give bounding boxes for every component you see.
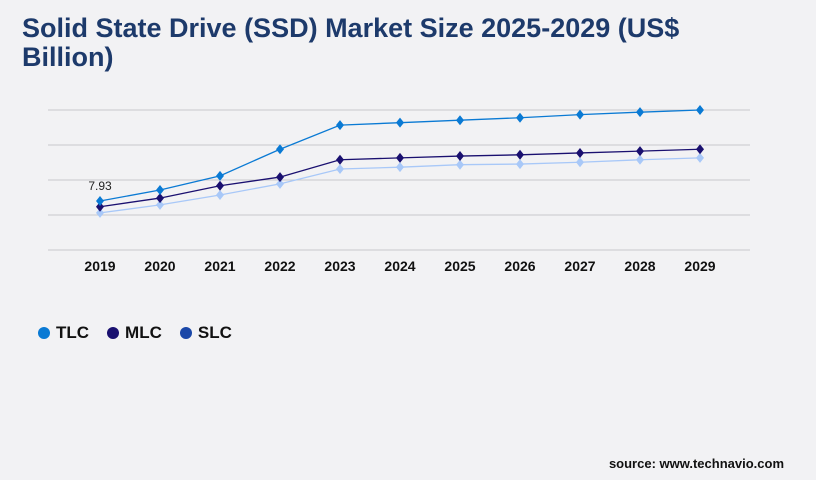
x-tick-label: 2025: [444, 258, 475, 274]
data-point-tlc: [696, 105, 704, 115]
data-point-slc: [696, 152, 704, 163]
data-point-slc: [96, 207, 104, 218]
x-tick-label: 2020: [144, 258, 175, 274]
line-chart: 2019 2020 2021 2022 2023 2024 2025 2026 2027 2028…: [48, 105, 750, 274]
data-point-mlc: [276, 172, 284, 183]
data-point-tlc: [396, 117, 404, 128]
x-tick-label: 2028: [624, 258, 655, 274]
data-point-mlc: [456, 151, 464, 162]
legend: TLC MLC SLC: [38, 323, 232, 343]
x-tick-label: 2022: [264, 258, 295, 274]
legend-item-mlc[interactable]: MLC: [107, 323, 162, 343]
data-point-mlc: [636, 146, 644, 157]
data-point-slc: [156, 199, 164, 210]
x-tick-label: 2029: [684, 258, 715, 274]
data-point-tlc: [156, 185, 164, 196]
data-point-mlc: [216, 180, 224, 191]
legend-label: TLC: [56, 323, 90, 342]
data-point-slc: [216, 189, 224, 200]
x-tick-label: 2019: [84, 258, 115, 274]
data-point-tlc: [96, 195, 104, 206]
data-point-slc: [636, 154, 644, 165]
x-tick-label: 2027: [564, 258, 595, 274]
data-point-slc: [336, 164, 344, 175]
data-point-slc: [516, 159, 524, 170]
data-point-tlc: [576, 109, 584, 120]
x-tick-label: 2023: [324, 258, 355, 274]
legend-item-tlc[interactable]: TLC: [38, 323, 89, 343]
data-point-tlc: [336, 120, 344, 131]
data-point-tlc: [636, 107, 644, 118]
data-point-mlc: [96, 201, 104, 212]
data-point-tlc: [516, 112, 524, 123]
data-label: 7.93: [88, 179, 112, 193]
chart-title: Solid State Drive (SSD) Market Size 2025…: [22, 13, 680, 72]
data-point-mlc: [156, 193, 164, 204]
legend-label: SLC: [197, 323, 232, 342]
legend-label: MLC: [125, 323, 162, 342]
source-text: source: www.technavio.com: [608, 456, 784, 471]
data-point-mlc: [696, 144, 704, 155]
legend-item-slc[interactable]: SLC: [179, 323, 232, 343]
data-point-mlc: [516, 149, 524, 160]
x-tick-label: 2021: [204, 258, 235, 274]
x-tick-label: 2026: [504, 258, 535, 274]
data-point-slc: [396, 162, 404, 173]
data-point-mlc: [396, 152, 404, 163]
data-point-slc: [576, 157, 584, 168]
legend-marker-icon: [179, 327, 192, 339]
data-point-slc: [456, 159, 464, 170]
data-point-mlc: [576, 147, 584, 158]
data-point-tlc: [216, 170, 224, 181]
data-point-tlc: [456, 115, 464, 126]
data-point-tlc: [276, 144, 284, 155]
data-point-slc: [276, 178, 284, 189]
legend-marker-icon: [107, 327, 120, 339]
x-tick-label: 2024: [384, 258, 415, 274]
legend-marker-icon: [38, 327, 50, 339]
data-point-mlc: [336, 154, 344, 165]
